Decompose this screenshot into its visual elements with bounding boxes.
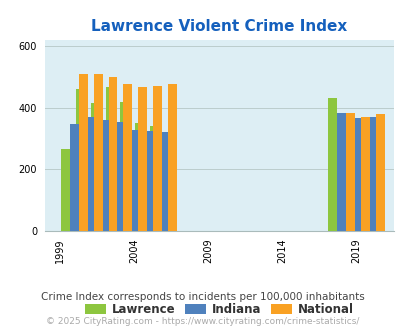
Bar [150,126,159,231]
Bar [135,123,144,231]
Bar [90,103,99,231]
Bar [360,117,369,231]
Bar [79,74,87,231]
Bar [114,122,123,231]
Bar [159,132,168,231]
Bar [76,89,85,231]
Bar [357,121,366,231]
Bar [328,98,337,231]
Bar [94,74,102,231]
Bar [123,84,132,231]
Bar [345,113,354,231]
Bar [120,102,129,231]
Bar [343,120,352,231]
Text: Crime Index corresponds to incidents per 100,000 inhabitants: Crime Index corresponds to incidents per… [41,292,364,302]
Bar [144,131,153,231]
Bar [366,117,375,231]
Bar [108,77,117,231]
Bar [375,114,384,231]
Bar [168,84,177,231]
Bar [138,87,147,231]
Bar [337,113,345,231]
Bar [85,117,94,231]
Bar [70,123,79,231]
Bar [105,87,114,231]
Bar [61,149,70,231]
Legend: Lawrence, Indiana, National: Lawrence, Indiana, National [80,298,358,321]
Bar [352,118,360,231]
Bar [99,120,108,231]
Bar [153,86,162,231]
Bar [129,130,138,231]
Text: © 2025 CityRating.com - https://www.cityrating.com/crime-statistics/: © 2025 CityRating.com - https://www.city… [46,317,359,326]
Title: Lawrence Violent Crime Index: Lawrence Violent Crime Index [91,19,347,34]
